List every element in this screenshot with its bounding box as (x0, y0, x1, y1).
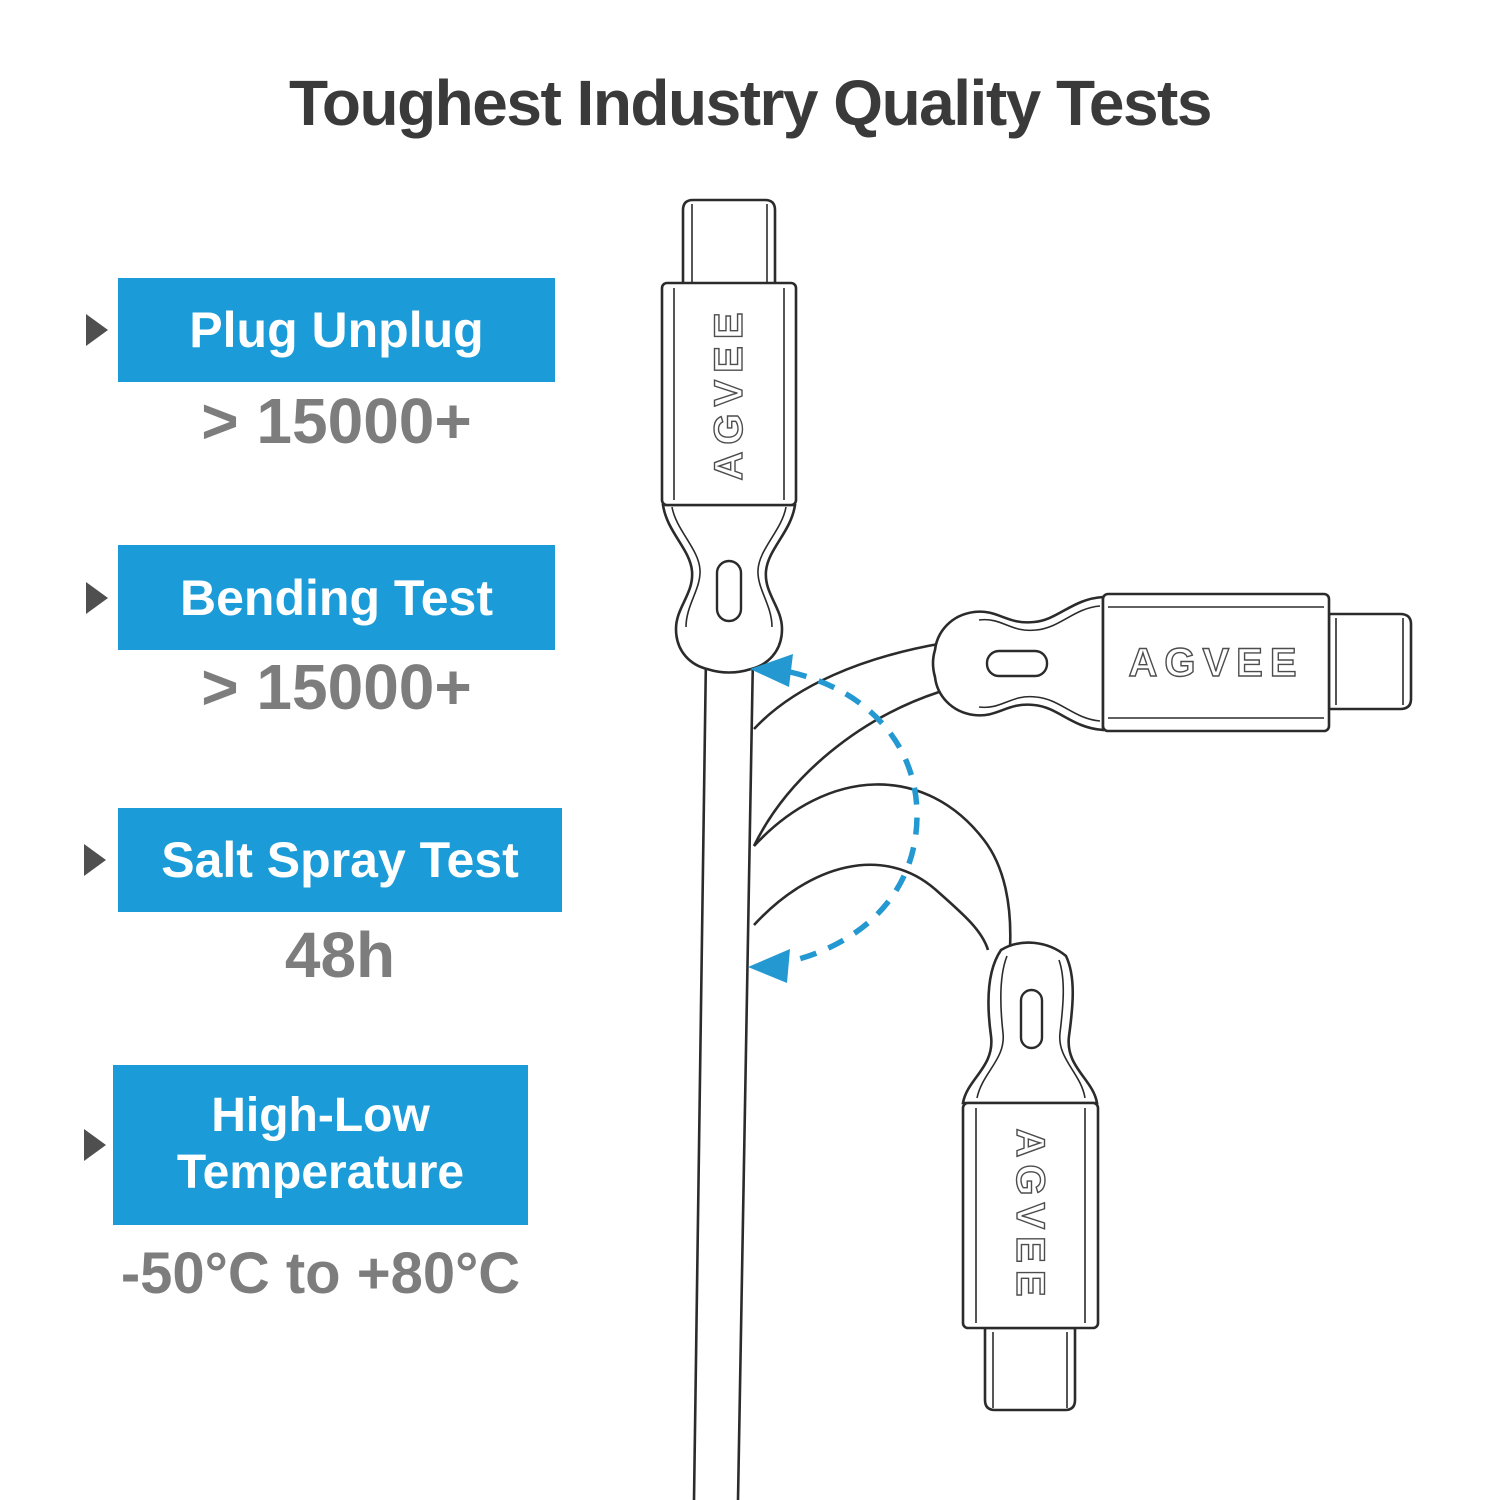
usb-c-tip (1327, 612, 1413, 711)
boot-slot (985, 649, 1049, 678)
test-label-box: Plug Unplug (118, 278, 555, 382)
right-triangle-arrow-icon (86, 314, 108, 346)
test-label-box: High-Low Temperature (113, 1065, 528, 1225)
test-value: -50°C to +80°C (120, 1241, 521, 1306)
right-triangle-arrow-icon (84, 1129, 106, 1161)
test-label: Plug Unplug (189, 302, 484, 358)
test-value: 48h (284, 919, 396, 991)
bend-arrowhead-bottom (748, 949, 790, 983)
test-label: High-Low Temperature (176, 1089, 465, 1199)
brand-text: AGVEE (1008, 1128, 1052, 1303)
usb-c-tip (681, 198, 777, 286)
connector-body (961, 1101, 1100, 1330)
right-triangle-arrow-icon (86, 582, 108, 614)
cable-curves (752, 641, 1012, 951)
test-value: > 15000+ (201, 385, 472, 457)
test-label-box: Bending Test (118, 545, 555, 650)
brand-text: AGVEE (707, 305, 751, 480)
right-triangle-arrow-icon (84, 844, 106, 876)
test-value: > 15000+ (201, 651, 472, 723)
connector-body (1101, 592, 1331, 733)
test-label: Bending Test (180, 569, 493, 626)
brand-text: AGVEE (1128, 641, 1303, 685)
boot-slot (715, 559, 743, 623)
page-title: Toughest Industry Quality Tests (289, 67, 1212, 139)
usb-c-tip (983, 1326, 1077, 1412)
bend-arrow (748, 654, 920, 983)
bend-arrowhead-top (750, 654, 793, 687)
connector-top: AGVEE (660, 198, 798, 674)
cable-straight (692, 654, 755, 1500)
connector-bottom: AGVEE (961, 941, 1100, 1412)
test-label: Salt Spray Test (161, 832, 519, 888)
connector-body (660, 281, 798, 507)
test-label-box: Salt Spray Test (118, 808, 562, 912)
connector-right: AGVEE (931, 592, 1413, 733)
boot-slot (1019, 988, 1044, 1050)
